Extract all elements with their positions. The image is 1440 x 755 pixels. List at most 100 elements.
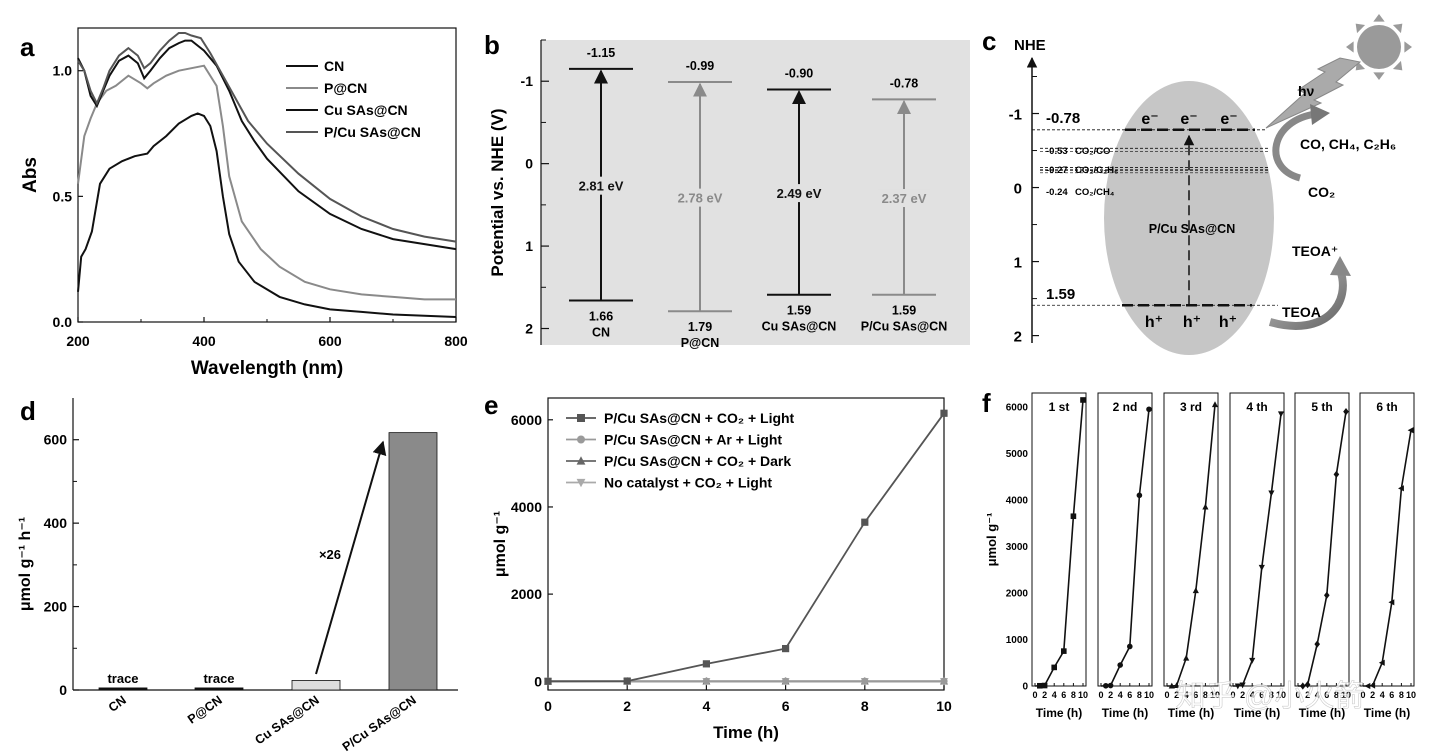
f-data-point — [1234, 683, 1241, 690]
f-x-axis-title: Time (h) — [1036, 706, 1082, 720]
f-data-point — [1136, 492, 1143, 499]
f-data-point — [1051, 664, 1057, 671]
b-gap-label-bg — [878, 189, 930, 208]
a-series-line — [77, 32, 457, 243]
f-x-tick-label: 8 — [1334, 690, 1339, 700]
b-vb-value: 1.59 — [892, 304, 916, 318]
f-x-tick-label: 6 — [1324, 690, 1329, 700]
f-y-tick-label: 2000 — [1006, 588, 1029, 599]
panel-d-label: d — [20, 396, 36, 426]
panel-c: c NHE -1 0 1 2 -0.78 1.59 e⁻ e⁻ e⁻ h⁺ h⁺ h⁺ P/Cu SAs@… — [982, 14, 1412, 355]
c-catalyst-particle — [1104, 81, 1274, 355]
c-tick-label: 2 — [1014, 329, 1022, 346]
sun-ray — [1392, 23, 1403, 34]
f-cycle-frame — [1294, 392, 1350, 687]
f-data-point — [1314, 640, 1320, 648]
sun-ray — [1392, 60, 1403, 71]
b-band-gap: 2.81 eV — [579, 179, 624, 194]
e-legend-label: P/Cu SAs@CN + CO₂ + Light — [604, 410, 795, 426]
b-cb-value: -0.90 — [785, 66, 814, 80]
f-x-tick-label: 4 — [1052, 690, 1057, 700]
f-y-tick-label: 3000 — [1006, 542, 1029, 553]
f-cycle-frame — [1097, 392, 1153, 687]
c-light-label: hν — [1298, 83, 1315, 99]
c-oxidation-arrow — [1268, 268, 1347, 330]
e-y-tick-label: 6000 — [511, 412, 542, 428]
f-x-axis-title: Time (h) — [1364, 706, 1410, 720]
e-legend-swatch-marker — [576, 456, 586, 465]
c-hole: h⁺ — [1183, 314, 1201, 331]
f-y-tick-label: 1000 — [1006, 635, 1029, 646]
c-redox-value: -0.53 — [1046, 146, 1068, 157]
a-y-axis-title: Abs — [20, 157, 41, 193]
c-redox-value: -0.27 — [1046, 165, 1068, 176]
panel-f-label: f — [982, 388, 991, 418]
f-data-point — [1378, 659, 1385, 666]
e-y-tick-label: 2000 — [511, 586, 542, 602]
f-x-tick-label: 4 — [1250, 690, 1255, 700]
b-vb-value: 1.59 — [787, 304, 811, 318]
f-x-tick-label: 2 — [1305, 690, 1310, 700]
e-legend-label: P/Cu SAs@CN + Ar + Light — [604, 432, 782, 448]
b-y-axis-title: Potential vs. NHE (V) — [488, 108, 507, 276]
f-x-tick-label: 0 — [1164, 690, 1169, 700]
c-cb-value: -0.78 — [1046, 110, 1080, 127]
d-bar — [98, 687, 148, 691]
f-data-point — [1103, 682, 1109, 689]
e-legend-swatch-marker — [576, 478, 586, 488]
c-tick-label: 0 — [1014, 181, 1022, 198]
f-data-point — [1343, 407, 1349, 416]
panel-c-label: c — [982, 26, 996, 56]
sun-ray — [1404, 41, 1412, 53]
sun-ray — [1346, 41, 1354, 53]
b-band-gap: 2.78 eV — [678, 191, 723, 206]
f-cycle-label: 4 th — [1246, 400, 1267, 414]
b-y-tick-label: 0 — [525, 156, 533, 172]
f-x-tick-label: 4 — [1184, 690, 1189, 700]
a-y-tick-label: 0.0 — [53, 314, 73, 330]
sun-icon — [1346, 14, 1412, 80]
e-x-tick-label: 0 — [544, 698, 552, 714]
f-x-tick-label: 6 — [1193, 690, 1198, 700]
f-x-tick-label: 0 — [1230, 690, 1235, 700]
e-data-point — [940, 409, 948, 417]
b-gap-label-bg — [674, 188, 726, 207]
f-data-point — [1037, 682, 1043, 689]
panel-d: d 0 200 400 600 μmol g⁻¹ h⁻¹ trace CN trace P@CN… — [17, 396, 458, 754]
b-cb-value: -0.99 — [686, 59, 715, 73]
e-legend-label: P/Cu SAs@CN + CO₂ + Dark — [604, 453, 791, 469]
c-tick-label: 1 — [1014, 255, 1022, 272]
f-x-tick-label: 8 — [1137, 690, 1142, 700]
f-x-tick-label: 2 — [1240, 690, 1245, 700]
f-x-tick-label: 2 — [1370, 690, 1375, 700]
f-x-axis-title: Time (h) — [1299, 706, 1345, 720]
d-increase-arrow — [315, 440, 387, 675]
f-x-tick-label: 10 — [1406, 690, 1416, 700]
a-series-line — [77, 112, 457, 318]
d-bar — [194, 687, 244, 691]
b-cb-value: -1.15 — [587, 46, 616, 60]
f-data-point — [1249, 657, 1256, 664]
e-data-point — [940, 677, 948, 685]
f-x-tick-label: 0 — [1032, 690, 1037, 700]
f-data-point — [1268, 490, 1275, 497]
e-x-tick-label: 4 — [703, 698, 711, 714]
f-y-axis-title: μmol g⁻¹ — [984, 513, 999, 567]
f-data-point — [1117, 662, 1123, 668]
c-vb-value: 1.59 — [1046, 286, 1075, 303]
f-x-axis-title: Time (h) — [1234, 706, 1280, 720]
f-data-point — [1364, 682, 1371, 690]
e-x-tick-label: 2 — [623, 698, 631, 714]
f-x-tick-label: 2 — [1174, 690, 1179, 700]
f-x-tick-label: 10 — [1144, 690, 1154, 700]
a-series-line — [77, 39, 457, 251]
c-axis-title: NHE — [1014, 37, 1046, 54]
f-data-point — [1168, 682, 1175, 689]
b-band-gap: 2.37 eV — [882, 191, 927, 206]
a-legend-label: P@CN — [324, 80, 367, 96]
e-data-point — [861, 518, 869, 526]
e-series-line — [547, 412, 945, 683]
d-x-tick-label: P@CN — [185, 693, 225, 727]
e-plot-frame — [547, 397, 945, 691]
